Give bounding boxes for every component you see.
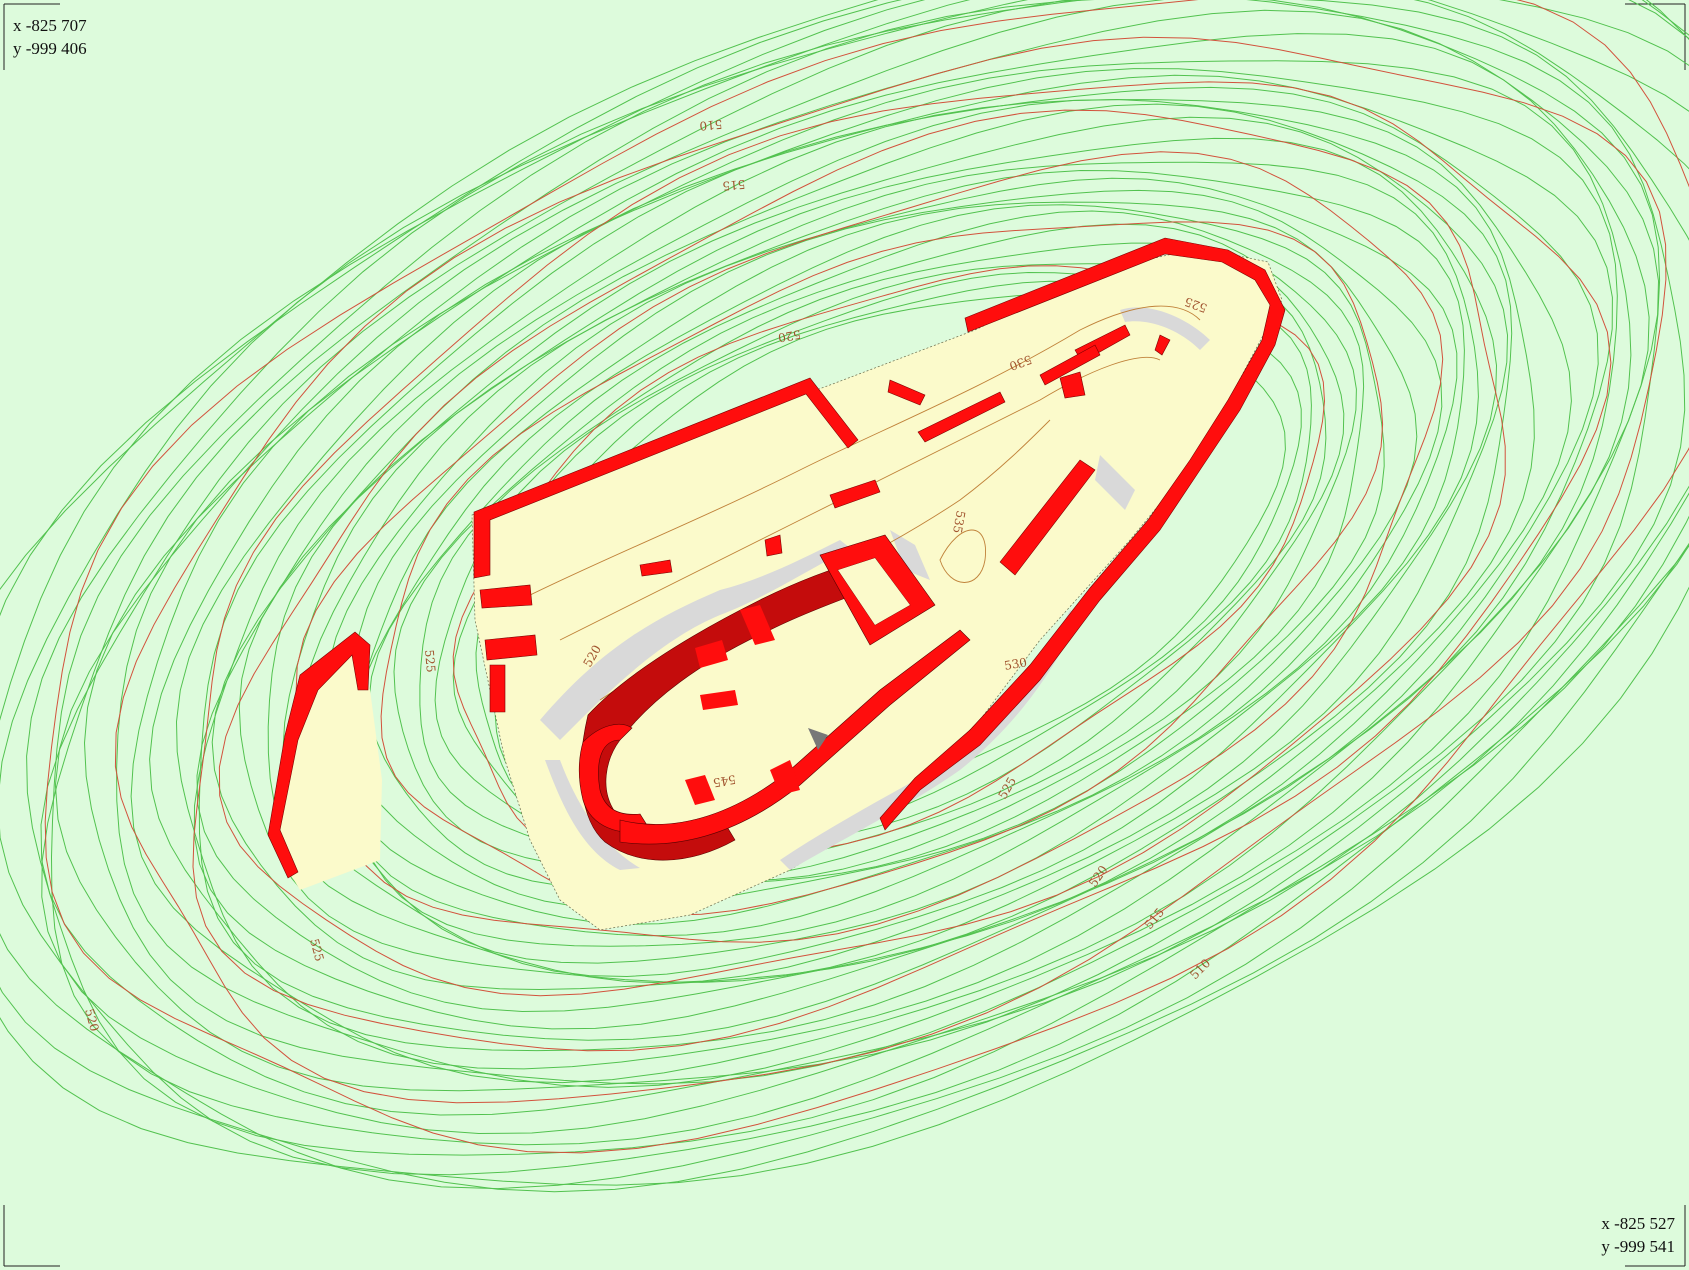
contour-label-520-north: 520 <box>777 327 802 345</box>
green-contour-ring <box>149 68 1618 1070</box>
green-contour-ring <box>211 103 1513 991</box>
castle-walls <box>267 237 1286 879</box>
green-contour-ring <box>452 271 1312 858</box>
keep-complex <box>578 534 971 861</box>
contour-label-515-north: 515 <box>722 177 746 193</box>
green-contour-ring <box>41 0 1689 1135</box>
coordinate-x-bottom-right: x -825 527 <box>1601 1214 1675 1233</box>
green-contour-ring <box>238 116 1509 983</box>
contour-label-510-north: 510 <box>699 117 723 133</box>
green-contour-ring <box>26 0 1689 1156</box>
red-contour-ring <box>114 36 1667 1104</box>
contour-label-520-southeast: 520 <box>1086 863 1111 890</box>
green-contour-ring <box>54 0 1661 1092</box>
contour-label-545-keep: 545 <box>712 772 737 790</box>
red-contour-ring <box>218 109 1506 997</box>
corner-coordinates-bottom-right: x -825 527 y -999 541 <box>1601 1212 1675 1258</box>
contour-label-535-upper: 535 <box>950 509 968 534</box>
red-contour-ring <box>452 265 1326 864</box>
frame-corners <box>3 3 1686 1267</box>
green-contour-ring <box>494 292 1286 832</box>
contour-label-520-southwest: 525 <box>307 937 326 963</box>
contour-label-530-east: 530 <box>1003 655 1028 673</box>
green-contour-ring <box>198 86 1599 1041</box>
red-contour-ring <box>44 0 1689 1154</box>
green-contour-ring <box>130 60 1632 1084</box>
rock-outcrops <box>540 307 1210 870</box>
green-contour-ring <box>434 263 1327 871</box>
red-contour-ring <box>192 81 1612 1052</box>
corner-coordinates-top-left: x -825 707 y -999 406 <box>13 14 87 60</box>
green-contour-ring <box>368 210 1365 890</box>
green-contour-ring <box>50 0 1689 1146</box>
red-contour-ring <box>380 221 1384 916</box>
green-contour-ring <box>0 0 1689 1190</box>
green-contour-ring <box>175 74 1613 1052</box>
coordinate-y-top-left: y -999 406 <box>13 39 87 58</box>
green-contour-ring <box>0 0 1689 1186</box>
contour-label-525-west: 525 <box>422 649 438 673</box>
contour-label-515-southwest: 520 <box>82 1007 101 1033</box>
green-contour-ring <box>83 9 1660 1085</box>
green-contour-ring <box>475 280 1302 843</box>
coordinate-x-top-left: x -825 707 <box>13 16 87 35</box>
green-contour-ring <box>0 0 1689 1193</box>
green-contour-ring <box>193 99 1572 1030</box>
green-contour-ring <box>116 33 1650 1088</box>
green-contour-ring <box>0 0 1689 1176</box>
green-contour-ring <box>419 242 1345 879</box>
coordinate-y-bottom-right: y -999 541 <box>1601 1237 1675 1256</box>
